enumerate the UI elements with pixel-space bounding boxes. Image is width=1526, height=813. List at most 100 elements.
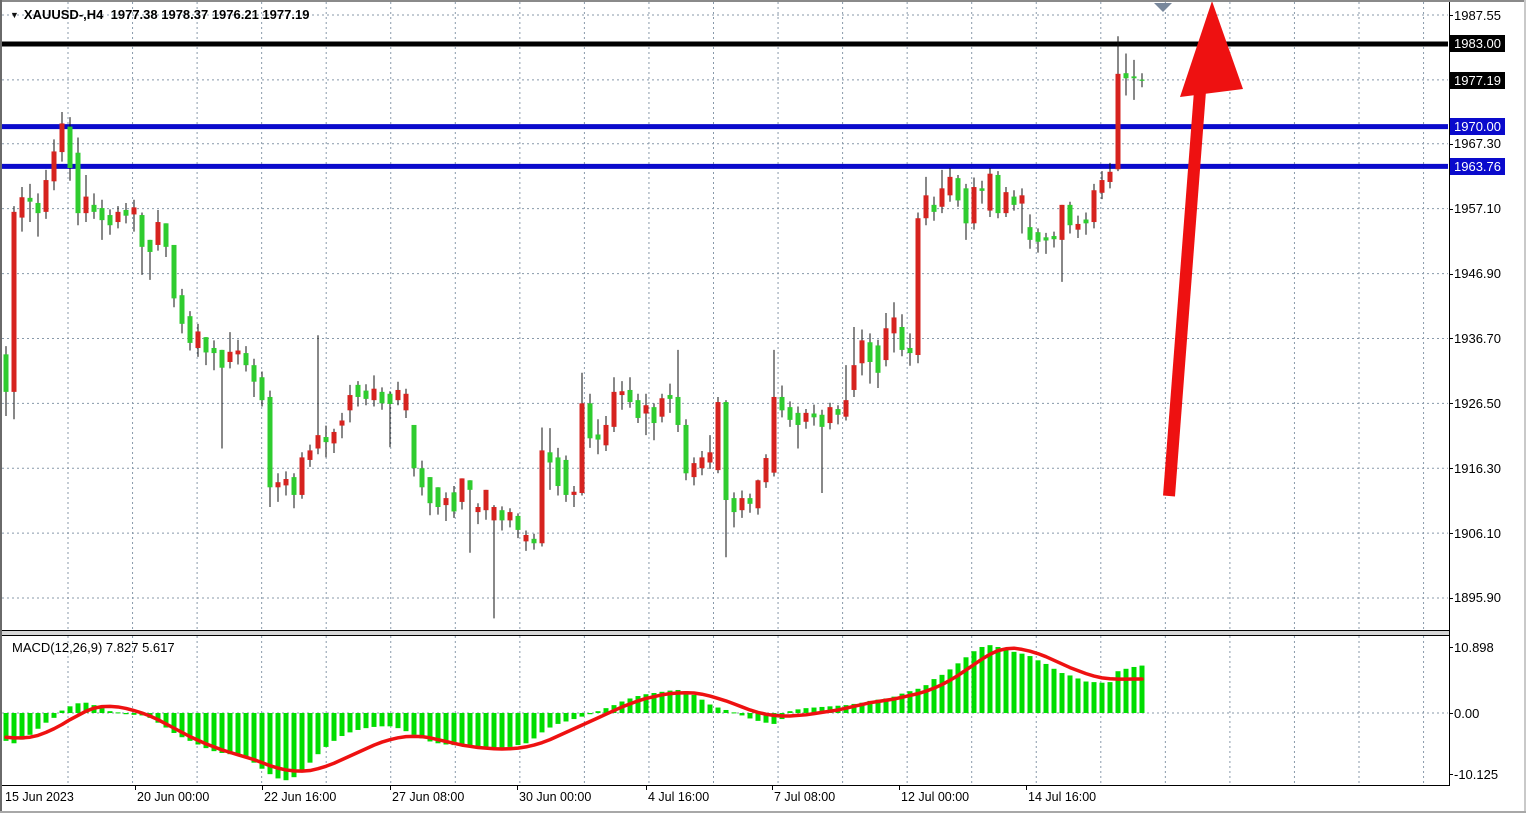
macd-bar <box>227 713 233 755</box>
macd-bar <box>571 713 577 720</box>
price-axis-label: 1926.50 <box>1454 396 1501 411</box>
time-axis[interactable]: 15 Jun 2023 20 Jun 00:00 22 Jun 16:00 27 Ju… <box>2 786 1524 811</box>
macd-bar <box>443 713 449 745</box>
price-axis-label: 1936.70 <box>1454 331 1501 346</box>
macd-bar <box>307 713 313 763</box>
candle-body <box>859 340 865 364</box>
macd-bar <box>299 713 305 772</box>
time-axis-label: 20 Jun 00:00 <box>137 790 210 804</box>
macd-bar <box>1099 682 1105 713</box>
candle-body <box>35 202 41 214</box>
candle-body <box>1115 73 1121 170</box>
window-right-edge <box>1524 0 1526 813</box>
macd-indicator-canvas[interactable] <box>2 636 1448 785</box>
candle-body <box>379 391 385 404</box>
macd-bar <box>955 663 961 713</box>
candle-body <box>1059 204 1065 240</box>
macd-bar <box>211 713 217 752</box>
arrow-head-icon <box>1180 2 1243 97</box>
candle-body <box>267 396 273 488</box>
macd-bar <box>683 691 689 713</box>
macd-bar <box>883 698 889 713</box>
macd-bar <box>1131 666 1137 713</box>
macd-bar <box>635 696 641 713</box>
candle-body <box>1091 190 1097 223</box>
macd-bar <box>475 713 481 747</box>
macd-bar <box>939 674 945 713</box>
candle-body <box>315 435 321 449</box>
candle-body <box>1011 196 1017 205</box>
macd-bar <box>587 713 593 715</box>
macd-bar <box>659 691 665 713</box>
candle-body <box>155 222 161 245</box>
macd-bar <box>1115 671 1121 713</box>
macd-bar <box>747 713 753 719</box>
candle-body <box>171 244 177 299</box>
macd-bar <box>51 713 57 718</box>
macd-bar <box>1059 673 1065 713</box>
macd-bar <box>979 646 985 713</box>
candle-body <box>579 403 585 494</box>
macd-bar <box>739 713 745 716</box>
macd-bar <box>1075 678 1081 713</box>
macd-bar <box>563 713 569 722</box>
candle-body <box>195 331 201 348</box>
time-axis-label: 4 Jul 16:00 <box>648 790 710 804</box>
macd-bar <box>931 679 937 713</box>
macd-bar <box>411 713 417 735</box>
candle-body <box>843 400 849 417</box>
candle-body <box>651 407 657 424</box>
candle-body <box>883 328 889 361</box>
macd-bar <box>75 703 81 713</box>
macd-bar <box>43 713 49 723</box>
macd-bar <box>459 713 465 746</box>
candle-body <box>395 389 401 401</box>
window-bottom-edge <box>0 811 1526 813</box>
candle-body <box>355 384 361 397</box>
candle-body <box>211 347 217 354</box>
macd-bar <box>651 693 657 713</box>
candle-body <box>723 402 729 501</box>
candle-body <box>99 208 105 221</box>
candle-body <box>419 468 425 488</box>
time-axis-tick <box>517 786 518 790</box>
macd-bar <box>347 713 353 733</box>
candle-body <box>803 412 809 422</box>
price-axis[interactable]: 1987.55 1983.00 1977.19 1970.00 1967.30 1963.… <box>1449 0 1524 813</box>
macd-bar <box>123 713 129 715</box>
time-axis-label: 12 Jul 00:00 <box>901 790 970 804</box>
candle-body <box>595 434 601 440</box>
macd-bar <box>131 713 137 715</box>
macd-bar <box>67 706 73 713</box>
macd-bar <box>1139 665 1145 713</box>
macd-bar <box>467 713 473 747</box>
candle-body <box>755 480 761 509</box>
candle-body <box>707 452 713 463</box>
candle-body <box>451 492 457 512</box>
candle-body <box>555 457 561 487</box>
macd-bar <box>675 689 681 713</box>
candle-body <box>219 349 225 368</box>
candle-body <box>611 391 617 427</box>
macd-bar <box>243 713 249 758</box>
macd-bar <box>1107 682 1113 713</box>
candle-body <box>587 403 593 439</box>
price-chart-panel[interactable]: ▼ XAUUSD-,H4 1977.38 1978.37 1976.21 1977… <box>2 2 1449 631</box>
macd-bar <box>947 669 953 713</box>
symbol-dropdown-icon[interactable]: ▼ <box>10 10 19 20</box>
macd-bar <box>603 708 609 713</box>
candle-body <box>827 407 833 424</box>
macd-bar <box>963 657 969 713</box>
macd-bar <box>915 688 921 713</box>
price-chart-canvas[interactable] <box>2 2 1448 630</box>
candles-group <box>3 36 1145 619</box>
panel-splitter[interactable] <box>2 631 1449 635</box>
macd-bar <box>531 713 537 739</box>
price-axis-label: 1957.10 <box>1454 201 1501 216</box>
window-left-edge <box>0 0 2 813</box>
macd-indicator-panel[interactable]: MACD(12,26,9) 7.827 5.617 <box>2 635 1449 786</box>
candle-body <box>603 424 609 446</box>
chart-ohlc-values: 1977.38 1978.37 1976.21 1977.19 <box>110 7 310 22</box>
candle-body <box>627 389 633 403</box>
